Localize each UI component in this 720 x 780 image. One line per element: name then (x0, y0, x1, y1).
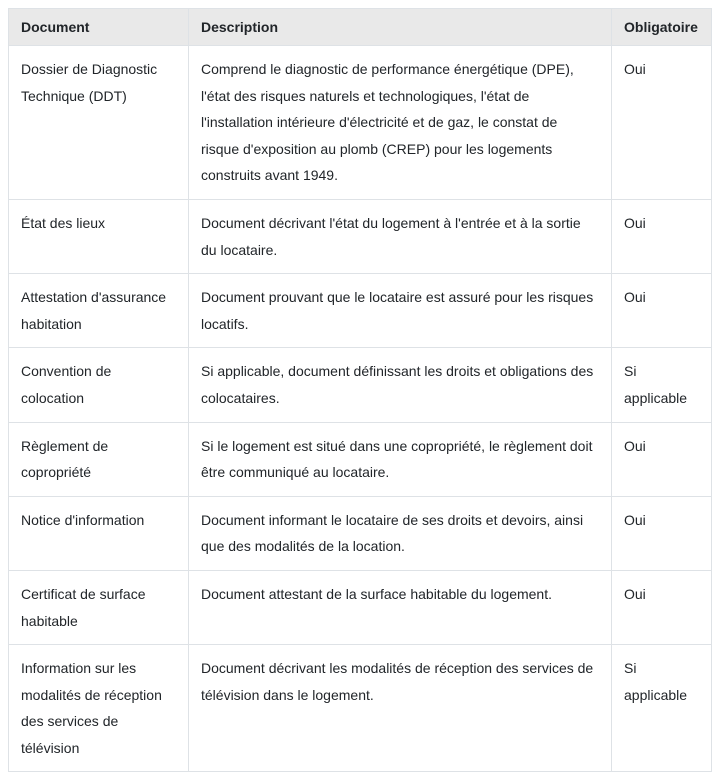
cell-document: État des lieux (9, 199, 189, 273)
cell-description: Document attestant de la surface habitab… (189, 570, 612, 644)
cell-document: Notice d'information (9, 496, 189, 570)
cell-obligatoire: Oui (612, 570, 712, 644)
cell-description: Document informant le locataire de ses d… (189, 496, 612, 570)
cell-description: Document prouvant que le locataire est a… (189, 274, 612, 348)
table-row: Certificat de surface habitable Document… (9, 570, 712, 644)
cell-document: Certificat de surface habitable (9, 570, 189, 644)
cell-obligatoire: Oui (612, 199, 712, 273)
cell-obligatoire: Si applicable (612, 348, 712, 422)
cell-document: Dossier de Diagnostic Technique (DDT) (9, 46, 189, 200)
cell-document: Convention de colocation (9, 348, 189, 422)
table-body: Dossier de Diagnostic Technique (DDT) Co… (9, 46, 712, 772)
cell-description: Si le logement est situé dans une coprop… (189, 422, 612, 496)
cell-obligatoire: Si applicable (612, 645, 712, 772)
table-row: État des lieux Document décrivant l'état… (9, 199, 712, 273)
table-row: Attestation d'assurance habitation Docum… (9, 274, 712, 348)
cell-document: Règlement de copropriété (9, 422, 189, 496)
cell-obligatoire: Oui (612, 46, 712, 200)
table-row: Information sur les modalités de récepti… (9, 645, 712, 772)
column-header-description: Description (189, 9, 612, 46)
cell-description: Document décrivant les modalités de réce… (189, 645, 612, 772)
cell-description: Comprend le diagnostic de performance én… (189, 46, 612, 200)
column-header-obligatoire: Obligatoire (612, 9, 712, 46)
table-header: Document Description Obligatoire (9, 9, 712, 46)
cell-obligatoire: Oui (612, 274, 712, 348)
cell-obligatoire: Oui (612, 496, 712, 570)
table-row: Convention de colocation Si applicable, … (9, 348, 712, 422)
table-row: Notice d'information Document informant … (9, 496, 712, 570)
cell-description: Si applicable, document définissant les … (189, 348, 612, 422)
documents-table: Document Description Obligatoire Dossier… (8, 8, 712, 772)
column-header-document: Document (9, 9, 189, 46)
cell-description: Document décrivant l'état du logement à … (189, 199, 612, 273)
table-row: Dossier de Diagnostic Technique (DDT) Co… (9, 46, 712, 200)
table-row: Règlement de copropriété Si le logement … (9, 422, 712, 496)
cell-obligatoire: Oui (612, 422, 712, 496)
cell-document: Attestation d'assurance habitation (9, 274, 189, 348)
cell-document: Information sur les modalités de récepti… (9, 645, 189, 772)
